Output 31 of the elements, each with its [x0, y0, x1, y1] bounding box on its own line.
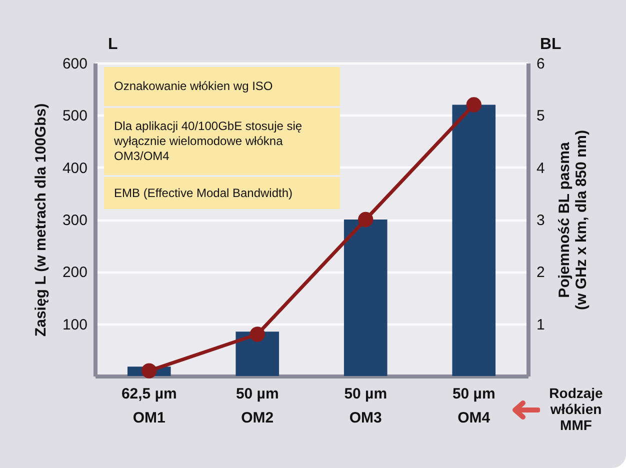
y-tick-label: 600 [62, 56, 88, 72]
note-box: Dla aplikacji 40/100GbE stosuje się wyłącznie wielomodowe włókna OM3/OM4 [104, 108, 340, 175]
y-tick-label: 500 [62, 108, 88, 125]
y-tick-label: 400 [62, 160, 88, 177]
y-tick-label: 300 [62, 212, 88, 229]
x-tick-label: 50 µm OM3 [344, 386, 388, 426]
x-tick-label: 50 µm OM2 [236, 386, 279, 426]
point [466, 97, 482, 112]
y2-axis-title: Pojemność BL pasma (w GHz x km, dla 850 nm) [556, 130, 590, 310]
y2-tick-label: 3 [536, 212, 545, 229]
bar [452, 104, 496, 376]
y2-tick-label: 4 [536, 160, 545, 177]
bar [236, 332, 280, 376]
y-axis-title: Zasięg L (w metrach dla 100Gbs) [32, 103, 50, 337]
y-tick-label: 200 [62, 264, 88, 282]
x-tick-label: 50 µm OM4 [452, 386, 496, 426]
y2-tick-label: 5 [536, 108, 545, 125]
x-tick-label: 62,5 µm OM1 [121, 386, 177, 426]
bar [344, 220, 388, 376]
text: L [108, 36, 118, 54]
point [142, 363, 157, 378]
text: BL [540, 36, 562, 54]
point [358, 212, 374, 228]
y2-tick-label: 1 [536, 316, 545, 334]
note-box: EMB (Effective Modal Bandwidth) [104, 177, 340, 209]
text: Rodzaje włókien MMF [548, 385, 604, 433]
y2-tick-label: 6 [536, 56, 545, 72]
y-tick-label: 100 [62, 316, 88, 334]
note-box: Oznakowanie włókien wg ISO [104, 67, 340, 106]
y2-tick-label: 2 [536, 264, 545, 282]
point [250, 326, 265, 342]
